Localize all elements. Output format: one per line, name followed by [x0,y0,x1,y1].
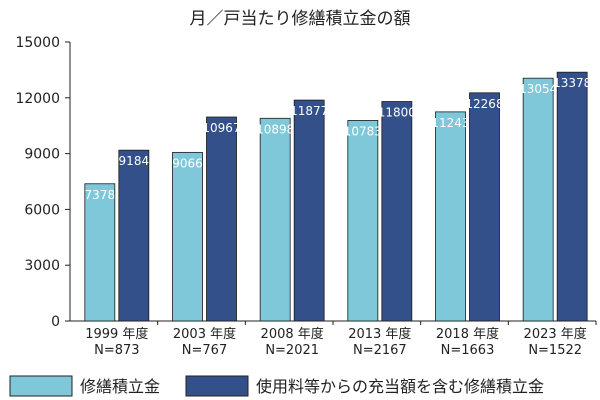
y-tick-label: 0 [51,314,60,330]
bars [84,71,588,322]
data-label: 10967 [202,121,240,135]
bar [293,99,325,322]
bar [84,183,116,322]
bar [522,77,554,322]
data-label: 11800 [378,106,416,120]
x-tick-label: 2003 年度 [173,326,236,342]
data-label: 13378 [553,76,591,90]
x-tick-label-n: N=873 [94,343,139,358]
x-tick-label-n: N=2167 [353,343,407,358]
bar [435,111,466,322]
x-tick-label: 2013 年度 [348,326,411,342]
labels: 7378 9184 1999 年度N=873 9066 10967 2003 年度N=76… [85,76,592,358]
x-tick-label-n: N=1663 [441,343,495,358]
data-label: 7378 [85,188,116,202]
y-tick-label: 3000 [24,258,60,274]
bar [206,116,237,322]
data-label: 10783 [344,124,382,138]
bar [381,101,413,322]
legend-swatch-series-1 [9,375,73,397]
bar [469,92,500,322]
x-tick-label: 2008 年度 [261,326,324,342]
x-tick-label: 1999 年度 [85,326,148,342]
bar [172,151,203,322]
data-label: 10898 [256,122,294,136]
bar [556,71,588,322]
y-tick-label: 15000 [15,35,60,51]
x-tick-label: 2023 年度 [524,326,587,342]
y-tick-label: 6000 [24,202,60,218]
data-label: 13054 [519,82,557,96]
x-tick-label-n: N=1522 [528,343,582,358]
x-tick-label-n: N=2021 [265,343,319,358]
chart-title: 月／戸当たり修繕積立金の額 [190,9,411,29]
data-label: 11243 [431,116,469,130]
bar [347,120,379,322]
data-label: 12268 [465,97,503,111]
y-tick-label: 12000 [15,91,60,107]
legend-swatch-series-2 [185,375,249,397]
axes: 0 3000 6000 9000 12000 15000 [15,35,597,330]
data-label: 11877 [290,104,328,118]
y-tick-label: 9000 [24,147,60,163]
data-label: 9184 [119,154,150,168]
bar [118,149,150,322]
x-tick-label-n: N=767 [182,343,227,358]
legend-label-series-2: 使用料等からの充当額を含む修繕積立金 [256,377,544,396]
data-label: 9066 [172,156,203,170]
legend: 修繕積立金 使用料等からの充当額を含む修繕積立金 [9,375,544,397]
legend-label-series-1: 修繕積立金 [80,377,160,396]
x-tick-label: 2018 年度 [436,326,499,342]
bar [259,117,291,322]
